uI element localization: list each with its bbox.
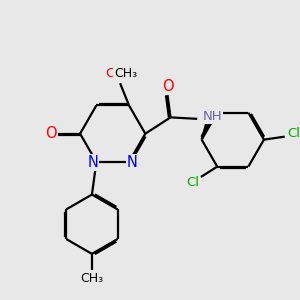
Text: NH: NH [202, 110, 222, 123]
Text: O: O [46, 126, 57, 141]
Text: Cl: Cl [287, 127, 300, 140]
Text: N: N [127, 155, 138, 170]
Text: N: N [87, 155, 98, 170]
Text: CH₃: CH₃ [80, 272, 104, 285]
Text: Cl: Cl [186, 176, 199, 189]
Text: O: O [105, 67, 116, 80]
Text: CH₃: CH₃ [115, 67, 138, 80]
Text: O: O [162, 79, 173, 94]
